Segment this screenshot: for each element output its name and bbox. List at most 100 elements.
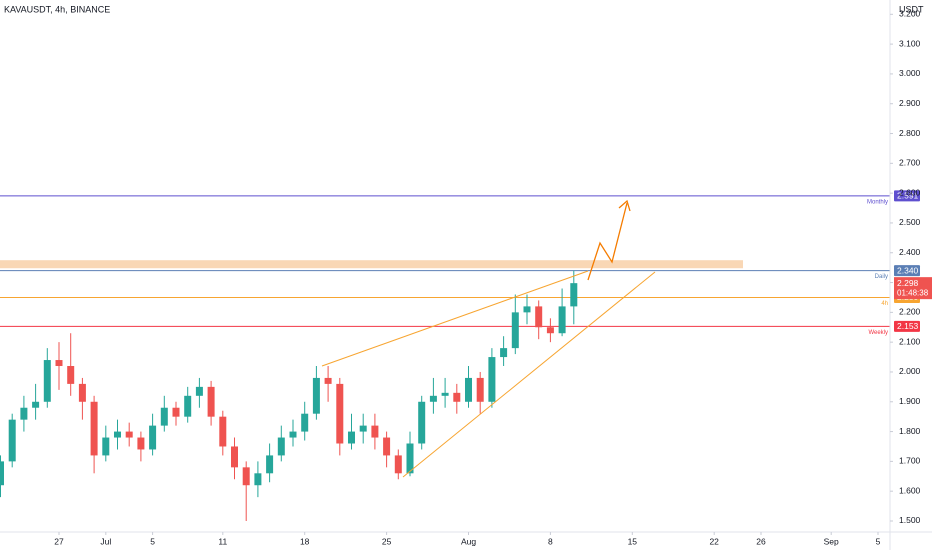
candle-body [406,443,414,474]
candle-body [32,401,40,408]
x-tick-label: Aug [461,536,476,546]
y-tick-label: 3.100 [899,38,921,48]
y-tick-label: 2.900 [899,98,921,108]
x-tick-label: 18 [300,536,310,546]
candle-body [418,401,426,444]
candle-body [43,360,51,402]
candle-body [277,437,285,456]
candle-body [78,383,86,402]
candle-body [500,348,508,358]
candle-body [207,386,215,417]
candle-body [570,283,578,307]
level-badge [894,320,920,332]
candle-body [0,461,4,486]
level-name: Monthly [867,199,888,205]
candle-body [160,407,168,426]
y-tick-label: 2.800 [899,128,921,138]
candle-body [137,437,145,450]
level-label: 2.591 [897,191,919,201]
last-price-label: 2.298 [897,278,919,288]
candle-body [429,395,437,402]
candle-body [8,419,16,462]
x-tick-label: 25 [382,536,392,546]
arrow-head [618,199,631,212]
candle-body [441,392,449,396]
wedge-lower [402,271,656,478]
candle-body [453,392,461,402]
candle-body [266,455,274,474]
candle-body [488,357,496,402]
candle-body [114,431,121,438]
x-tick-label: Jul [100,536,111,546]
y-tick-label: 1.800 [899,426,921,436]
candle-body [523,306,531,313]
candle-body [184,395,192,417]
y-tick-label: 2.500 [899,217,921,227]
y-tick-label: 2.200 [899,307,921,317]
drawings-under [0,195,890,327]
y-tick-label: 1.500 [899,515,921,525]
level-badge [894,265,920,277]
wedge-upper [321,270,589,367]
y-tick-label: 1.700 [899,456,921,466]
candle-body [301,413,309,432]
last-price-badge [894,277,932,300]
level-label: 2.153 [897,321,919,331]
y-tick-label: 2.700 [899,158,921,168]
candle-body [55,360,63,367]
candle-body [371,425,379,438]
candle-body [324,377,332,384]
candle-body [476,377,484,402]
level-name: 4h [881,301,888,307]
projection-arrow [587,202,628,281]
level-badge [894,190,920,202]
drawings [321,199,656,478]
x-tick-label: 5 [150,536,155,546]
candle-body [558,306,566,334]
level-name: Daily [875,274,888,280]
candle-body [348,431,355,444]
candle-body [20,407,28,420]
level-label: 2.340 [897,265,919,275]
candle-body [394,455,402,474]
candle-body [289,431,297,438]
x-tick-label: 15 [628,536,638,546]
axes: Monthly2.591Daily2.3404h2.250Weekly2.153… [54,9,932,546]
y-tick-label: 3.000 [899,68,921,78]
y-tick-label: 2.000 [899,366,921,376]
candle-body [195,386,203,396]
candle-body [67,366,75,384]
level-name: Weekly [868,330,888,336]
candle-body [172,407,180,417]
countdown: 01:48:38 [897,288,929,297]
x-tick-label: Sep [824,536,839,546]
candle-body [312,377,320,414]
candle-body [219,416,227,447]
candle-body [149,425,157,450]
candle-body [546,327,554,334]
y-tick-label: 1.900 [899,396,921,406]
x-tick-label: 5 [876,536,881,546]
axis-unit: USDT [899,4,924,14]
chart-title: KAVAUSDT, 4h, BINANCE [4,4,110,14]
x-tick-label: 27 [54,536,64,546]
candles [0,270,578,521]
candle-body [231,446,238,468]
candle-body [359,425,367,432]
candle-body [254,473,262,486]
x-tick-label: 8 [548,536,553,546]
x-tick-label: 26 [756,536,766,546]
x-tick-label: 22 [709,536,719,546]
x-tick-label: 11 [218,536,227,546]
resistance-zone [0,260,743,269]
candle-body [336,383,344,444]
candle-body [383,437,391,456]
candle-body [90,401,98,456]
y-tick-label: 1.600 [899,485,921,495]
y-tick-label: 3.200 [899,9,921,19]
y-tick-label: 2.600 [899,187,921,197]
y-tick-label: 2.100 [899,336,921,346]
